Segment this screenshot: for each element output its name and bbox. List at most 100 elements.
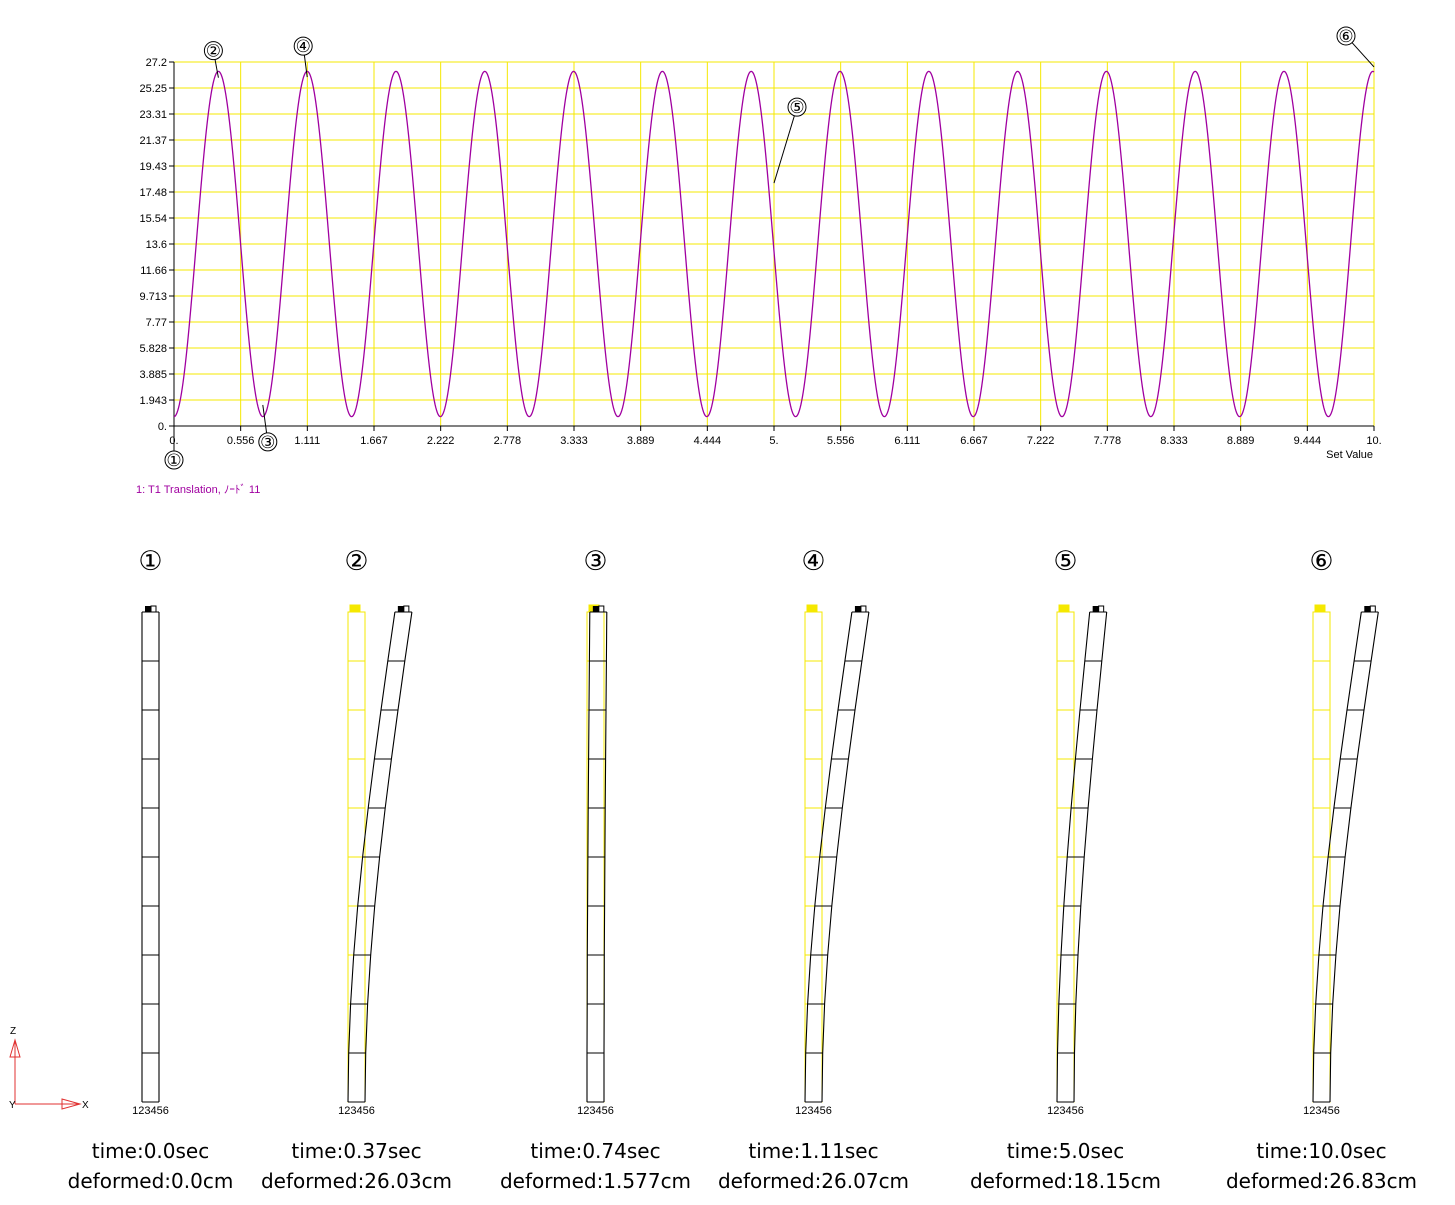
callout-badge xyxy=(1336,26,1356,46)
deformation-caption: deformed:18.15cm xyxy=(970,1169,1161,1193)
deformation-caption: deformed:1.577cm xyxy=(500,1169,691,1193)
x-tick-label: 1.667 xyxy=(360,435,388,447)
column-left-edge xyxy=(804,611,853,1103)
y-tick-label: 25.25 xyxy=(139,83,167,95)
column-right-edge xyxy=(821,611,870,1103)
column-left-edge xyxy=(586,611,591,1102)
column-right-edge xyxy=(364,611,413,1103)
y-tick-label: 7.77 xyxy=(146,317,167,329)
coordinate-triad: Z X Y xyxy=(9,1026,89,1111)
deformation-caption: deformed:26.03cm xyxy=(261,1169,452,1193)
plot-annotations: ① ② ③ ④ ⑤ ⑥ xyxy=(164,26,1375,471)
snapshot-marker: ③ xyxy=(583,546,607,577)
time-caption: time:10.0sec xyxy=(1256,1139,1386,1163)
node-constraint-label: 123456 xyxy=(1303,1105,1340,1117)
undeformed-top-node xyxy=(1314,604,1326,613)
top-node-block xyxy=(403,605,410,613)
top-node-block xyxy=(860,605,867,613)
top-node-block xyxy=(1092,606,1102,612)
undeformed-top-node xyxy=(806,604,818,613)
callout-badge xyxy=(787,97,807,117)
snapshot-marker: ② xyxy=(344,546,368,577)
y-tick-label: 15.54 xyxy=(139,213,167,225)
series-line xyxy=(173,70,1375,418)
triad-x-arrow xyxy=(61,1098,82,1110)
top-node-block xyxy=(1364,606,1374,612)
top-node-block xyxy=(397,606,407,612)
x-tick-label: 10. xyxy=(1366,435,1381,447)
y-tick-label: 27.2 xyxy=(146,57,167,69)
column-left-edge xyxy=(1056,611,1091,1103)
y-tick-label: 19.43 xyxy=(139,161,167,173)
y-tick-label: 17.48 xyxy=(139,187,167,199)
x-axis-title: Set Value xyxy=(1326,449,1373,461)
y-tick-label: 5.828 xyxy=(139,343,167,355)
time-caption: time:1.11sec xyxy=(748,1139,878,1163)
x-tick-label: 7.222 xyxy=(1027,435,1055,447)
column-left-edge xyxy=(1312,611,1362,1103)
plot-axes: 0. 0.556 1.111 1.667 2.222 2.778 3.333 3.889 4.4… xyxy=(139,57,1381,447)
callout-badge xyxy=(203,41,223,61)
deformation-caption: deformed:0.0cm xyxy=(68,1169,234,1193)
y-tick-label: 3.885 xyxy=(139,369,167,381)
y-tick-label: 21.37 xyxy=(139,135,167,147)
x-tick-label: 0.556 xyxy=(227,435,255,447)
node-constraint-label: 123456 xyxy=(338,1105,375,1117)
time-caption: time:0.0sec xyxy=(92,1139,209,1163)
snapshot-panel: ④ 123456 time:1.11sec deformed:26.07cm xyxy=(718,546,909,1193)
snapshot-panel: ② 123456 time:0.37sec deformed:26.03cm xyxy=(261,546,452,1193)
callout-badge xyxy=(258,432,278,452)
snapshot-panel: ⑤ 123456 time:5.0sec deformed:18.15cm xyxy=(970,546,1161,1193)
x-tick-label: 2.222 xyxy=(427,435,455,447)
y-tick-label: 11.66 xyxy=(140,265,167,277)
callout-label: ④ xyxy=(296,37,311,57)
undeformed-top-node xyxy=(349,604,361,613)
snapshot-marker: ④ xyxy=(801,546,825,577)
y-tick-label: 23.31 xyxy=(139,109,167,121)
column-right-edge xyxy=(1073,611,1108,1103)
triad-y-label: Y xyxy=(9,1100,16,1111)
x-tick-label: 7.778 xyxy=(1094,435,1122,447)
deformation-caption: deformed:26.83cm xyxy=(1226,1169,1417,1193)
node-constraint-label: 123456 xyxy=(1047,1105,1084,1117)
snapshot-marker: ① xyxy=(138,546,162,577)
x-tick-label: 5.556 xyxy=(827,435,855,447)
triad-z-arrow xyxy=(9,1038,21,1058)
undeformed-top-node xyxy=(1058,604,1070,613)
snapshot-row: ① 123456 time:0.0sec deformed:0.0cm ② 123456 t… xyxy=(68,546,1417,1193)
node-constraint-label: 123456 xyxy=(577,1105,614,1117)
time-caption: time:5.0sec xyxy=(1007,1139,1124,1163)
callout-label: ③ xyxy=(260,433,275,453)
triad-z-label: Z xyxy=(10,1026,16,1037)
callout-leader-line xyxy=(773,106,798,184)
column-right-edge xyxy=(603,611,608,1102)
snapshot-marker: ⑤ xyxy=(1053,546,1077,577)
triad-x-label: X xyxy=(82,1100,89,1111)
snapshot-marker: ⑥ xyxy=(1309,546,1333,577)
top-node-block xyxy=(854,606,864,612)
legend-entry: 1: T1 Translation, ﾉｰﾄﾞ 11 xyxy=(136,483,260,496)
snapshot-panel: ③ 123456 time:0.74sec deformed:1.577cm xyxy=(500,546,691,1193)
callout-label: ② xyxy=(206,42,221,62)
x-tick-label: 3.333 xyxy=(560,435,588,447)
callout-label: ① xyxy=(166,451,181,471)
callout-label: ⑥ xyxy=(1338,27,1353,47)
y-tick-label: 1.943 xyxy=(139,395,167,407)
callout-badge xyxy=(293,36,313,56)
callout-label: ⑤ xyxy=(789,98,804,118)
time-caption: time:0.37sec xyxy=(291,1139,421,1163)
top-node-block xyxy=(150,605,157,613)
top-node-block xyxy=(1369,605,1376,613)
callout-badge xyxy=(164,450,184,470)
x-tick-label: 5. xyxy=(769,435,778,447)
x-tick-label: 2.778 xyxy=(494,435,522,447)
column-left-edge xyxy=(347,611,396,1103)
snapshot-panel: ⑥ 123456 time:10.0sec deformed:26.83cm xyxy=(1226,546,1417,1193)
top-node-block xyxy=(598,605,605,613)
snapshot-panel: ① 123456 time:0.0sec deformed:0.0cm xyxy=(68,546,234,1193)
top-node-block xyxy=(592,606,602,612)
x-tick-label: 9.444 xyxy=(1294,435,1322,447)
x-tick-label: 6.667 xyxy=(960,435,988,447)
y-tick-label: 0. xyxy=(158,421,167,433)
